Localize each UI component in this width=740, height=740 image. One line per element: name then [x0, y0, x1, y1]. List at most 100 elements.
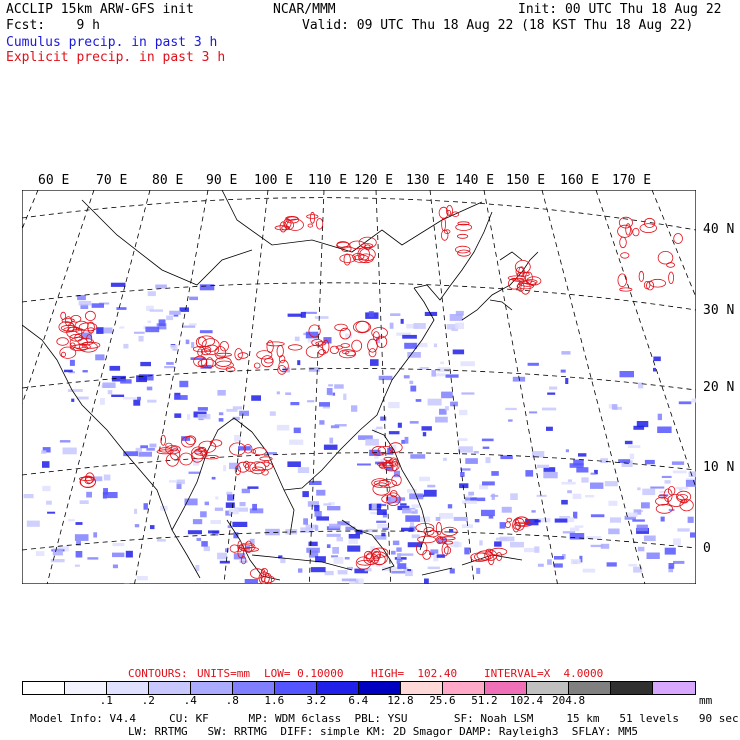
latitude-line: [22, 282, 696, 311]
cumulus-cell: [187, 530, 202, 535]
cumulus-cell: [613, 406, 622, 410]
cumulus-cell: [218, 418, 224, 422]
cumulus-cell: [319, 402, 330, 407]
explicit-contour: [476, 550, 494, 561]
cumulus-cell: [365, 528, 379, 533]
explicit-contour: [335, 345, 343, 350]
cumulus-cell: [172, 446, 180, 453]
cumulus-cell: [586, 536, 602, 539]
cumulus-cell: [42, 461, 50, 468]
explicit-contour: [355, 556, 372, 570]
cumulus-cell: [537, 563, 544, 567]
cumulus-cell: [304, 311, 317, 314]
cumulus-cell: [435, 517, 441, 521]
cumulus-cell: [411, 509, 415, 512]
cumulus-cell: [99, 302, 110, 305]
cumulus-cell: [232, 416, 240, 421]
cumulus-cell: [600, 543, 610, 549]
cumulus-precip-layer: [23, 282, 696, 584]
cumulus-cell: [633, 425, 645, 430]
colorbar-swatch: [149, 682, 191, 694]
cumulus-cell: [579, 555, 583, 563]
explicit-contour: [657, 250, 674, 265]
cumulus-cell: [391, 550, 396, 555]
coastline: [413, 211, 493, 301]
explicit-contour: [618, 216, 633, 229]
explicit-contour: [305, 345, 325, 359]
cumulus-cell: [364, 567, 372, 572]
cumulus-cell: [462, 500, 478, 504]
lat-lon-grid: [22, 190, 696, 584]
lat-label: 30 N: [703, 303, 735, 318]
cumulus-cell: [678, 401, 692, 405]
cumulus-cell: [52, 548, 63, 556]
explicit-contour: [345, 350, 356, 357]
cumulus-cell: [578, 453, 587, 457]
cumulus-cell: [103, 474, 111, 481]
cumulus-cell: [249, 538, 255, 545]
cumulus-cell: [307, 400, 315, 403]
cumulus-cell: [410, 385, 417, 392]
cumulus-cell: [112, 542, 125, 547]
cumulus-cell: [331, 555, 338, 558]
cumulus-cell: [567, 490, 572, 494]
cumulus-cell: [505, 407, 517, 411]
cumulus-cell: [422, 432, 427, 437]
cumulus-cell: [374, 535, 387, 540]
cumulus-cell: [226, 491, 233, 495]
cumulus-cell: [604, 481, 618, 487]
cumulus-cell: [445, 374, 459, 378]
cumulus-cell: [402, 334, 417, 339]
cumulus-cell: [328, 523, 341, 529]
explicit-contour: [355, 320, 370, 333]
cumulus-cell: [219, 560, 230, 564]
cumulus-cell: [77, 295, 86, 301]
cumulus-cell: [561, 499, 568, 505]
colorbar-tick: 51.2: [471, 694, 498, 707]
explicit-contour: [504, 521, 511, 529]
cumulus-cell: [81, 332, 92, 340]
cumulus-cell: [76, 396, 89, 400]
explicit-contour: [673, 233, 683, 244]
explicit-contour: [79, 476, 96, 488]
cumulus-cell: [621, 460, 633, 467]
cumulus-cell: [574, 525, 584, 528]
cumulus-cell: [239, 502, 246, 507]
cumulus-cell: [569, 533, 585, 540]
cumulus-cell: [208, 530, 220, 534]
cumulus-cell: [660, 516, 665, 522]
longitude-line: [375, 190, 392, 584]
cumulus-cell: [437, 367, 451, 373]
cumulus-cell: [410, 522, 414, 526]
cumulus-cell: [449, 529, 454, 533]
explicit-contour: [676, 493, 688, 501]
lon-label: 160 E: [560, 173, 600, 188]
colorbar-swatch: [359, 682, 401, 694]
cumulus-cell: [576, 467, 589, 473]
cumulus-cell: [449, 568, 455, 574]
explicit-contour: [251, 466, 264, 471]
explicit-contour: [422, 549, 432, 560]
cumulus-cell: [333, 557, 344, 564]
cumulus-cell: [641, 502, 650, 509]
cumulus-cell: [293, 427, 301, 434]
explicit-contour: [234, 348, 243, 361]
cumulus-cell: [199, 284, 215, 291]
cumulus-cell: [239, 410, 249, 416]
cumulus-cell: [368, 311, 374, 318]
cumulus-cell: [314, 525, 319, 531]
explicit-contour: [69, 336, 88, 349]
explicit-contour: [204, 344, 220, 356]
cumulus-cell: [57, 546, 69, 552]
contours-label: CONTOURS:: [128, 667, 188, 680]
explicit-contour: [679, 499, 694, 512]
cumulus-cell: [345, 526, 356, 531]
cumulus-cell: [133, 399, 141, 406]
explicit-contour: [260, 568, 266, 583]
units-label: UNITS=mm: [197, 667, 250, 680]
cumulus-cell: [664, 480, 671, 484]
cumulus-cell: [276, 424, 290, 431]
cumulus-cell: [460, 361, 475, 367]
cumulus-cell: [380, 503, 387, 507]
cumulus-cell: [398, 553, 414, 556]
